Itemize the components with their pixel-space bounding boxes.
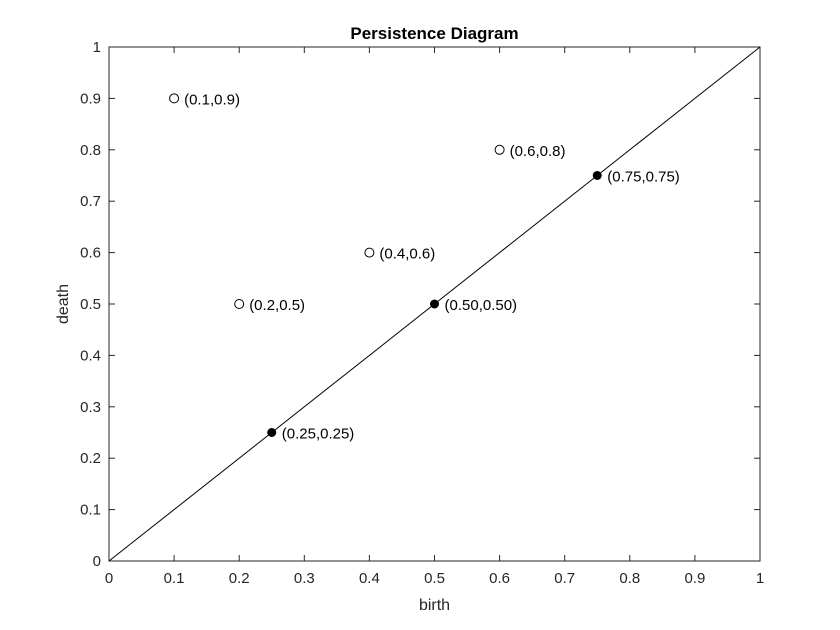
y-tick-label: 0.4 xyxy=(80,347,101,364)
y-tick-label: 0.7 xyxy=(80,193,101,210)
x-tick-label: 0.2 xyxy=(229,570,250,587)
point-label: (0.50,0.50) xyxy=(445,297,518,314)
chart-title: Persistence Diagram xyxy=(350,24,518,43)
y-tick-label: 0 xyxy=(93,553,101,570)
filled-point xyxy=(430,299,439,309)
open-point xyxy=(234,299,245,309)
point-label: (0.2,0.5) xyxy=(249,297,305,314)
x-tick-label: 0.5 xyxy=(424,570,445,587)
x-tick-label: 0.7 xyxy=(554,570,575,587)
y-tick-label: 0.9 xyxy=(80,90,101,107)
point-label: (0.6,0.8) xyxy=(510,143,566,160)
filled-point xyxy=(592,171,602,180)
y-tick-label: 0.5 xyxy=(80,296,101,313)
open-point xyxy=(169,93,180,104)
point-label: (0.4,0.6) xyxy=(379,246,435,263)
x-tick-label: 0 xyxy=(105,570,113,587)
x-tick-label: 0.1 xyxy=(164,570,185,587)
point-labels: (0.1,0.9) (0.6,0.8) (0.4,0.6) (0.2,0.5) (0.7… xyxy=(184,91,680,442)
x-tick-label: 0.8 xyxy=(619,570,640,587)
x-tick-label: 0.9 xyxy=(684,570,705,587)
point-label: (0.25,0.25) xyxy=(282,426,355,443)
point-label: (0.1,0.9) xyxy=(184,91,240,108)
data-points xyxy=(169,93,602,437)
x-tick-label: 0.4 xyxy=(359,570,380,587)
y-tick-label: 0.1 xyxy=(80,502,101,519)
x-axis-title: birth xyxy=(419,597,450,614)
y-tick-label: 0.8 xyxy=(80,142,101,159)
y-tick-label: 0.3 xyxy=(80,399,101,416)
x-tick-label: 0.3 xyxy=(294,570,315,587)
y-tick-label: 1 xyxy=(93,39,101,56)
axis-ticks: 0 0.1 0.2 0.3 0.4 0.5 0.6 0.7 0.8 0.9 1 0 0.1 0.2 0.3 0… xyxy=(80,39,764,587)
y-tick-label: 0.2 xyxy=(80,450,101,467)
x-tick-label: 0.6 xyxy=(489,570,510,587)
open-point xyxy=(364,247,375,258)
y-axis-title: death xyxy=(55,284,72,324)
open-point xyxy=(494,144,505,155)
filled-point xyxy=(267,428,277,437)
y-tick-label: 0.6 xyxy=(80,245,101,262)
point-label: (0.75,0.75) xyxy=(607,169,680,186)
x-tick-label: 1 xyxy=(756,570,764,587)
